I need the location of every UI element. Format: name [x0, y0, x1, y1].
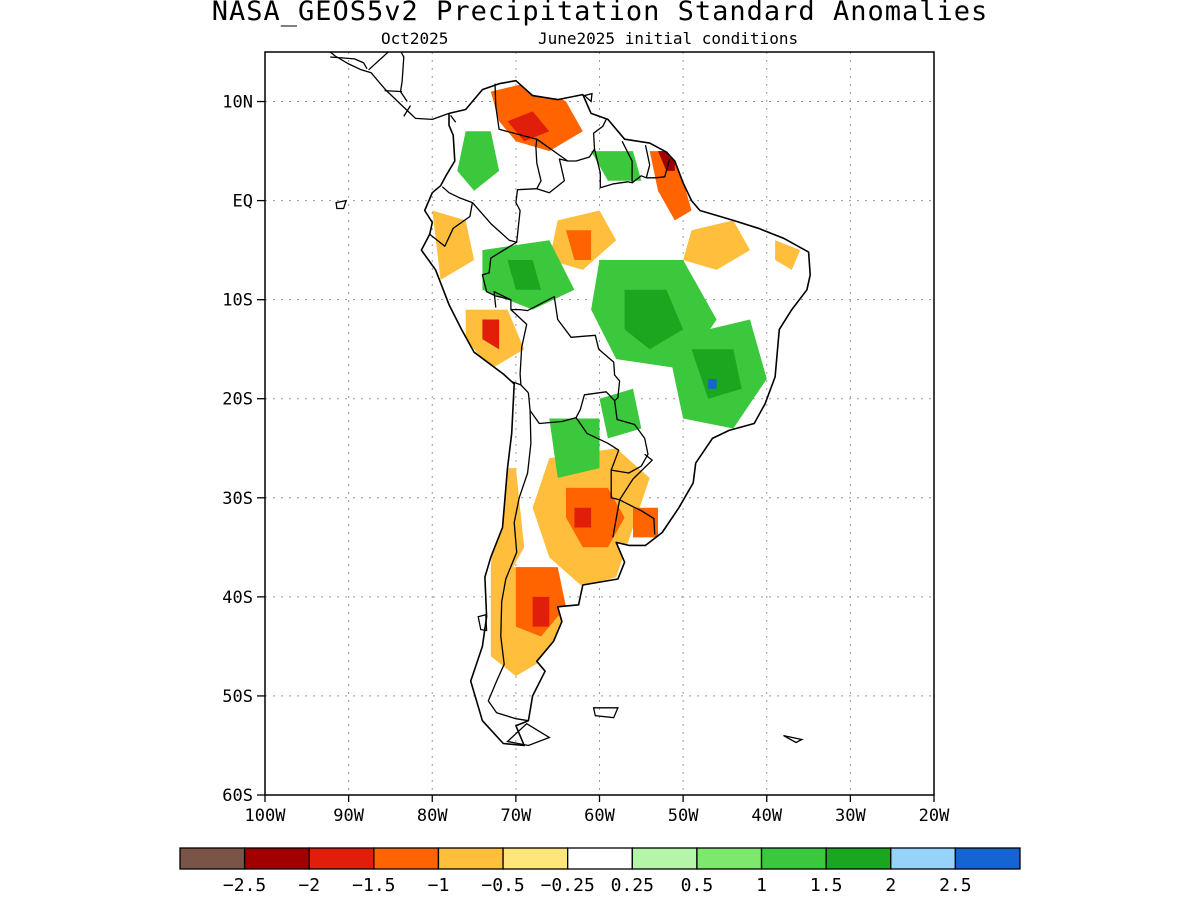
colorbar-swatch	[631, 847, 698, 870]
lon-tick-label: 90W	[333, 806, 364, 826]
lat-tick-label: 50S	[222, 687, 253, 707]
colorbar-label: 2.5	[939, 875, 972, 896]
map-title: NASA_GEOS5v2 Precipitation Standard Anom…	[211, 0, 989, 27]
country-border	[399, 52, 408, 102]
colorbar-swatch	[437, 847, 504, 870]
colorbar-swatch	[373, 847, 440, 870]
anomaly-region	[574, 507, 592, 528]
lat-tick-label: 10N	[222, 93, 253, 113]
island-outline	[477, 613, 488, 632]
lon-tick-label: 20W	[919, 806, 950, 826]
initial-conditions-label: June2025 initial conditions	[538, 29, 799, 48]
anomaly-region	[691, 349, 742, 399]
anomaly-region	[549, 418, 600, 478]
colorbar-swatch	[567, 847, 633, 870]
anomaly-region	[599, 388, 642, 439]
lon-tick-label: 80W	[417, 806, 448, 826]
anomaly-region	[457, 131, 500, 191]
country-border	[450, 115, 457, 123]
valid-month-label: Oct2025	[381, 29, 449, 48]
country-border	[510, 296, 621, 402]
country-border	[384, 89, 403, 93]
colorbar-label: −2	[298, 875, 320, 896]
country-border	[593, 140, 633, 189]
anomaly-region	[708, 378, 717, 389]
country-border	[441, 83, 542, 243]
country-border	[536, 119, 607, 162]
colorbar-swatch	[243, 847, 310, 870]
colorbar-label: 0.25	[611, 875, 654, 896]
colorbar: −2.5 −2 −1.5 −1 −0.5 −0.25 0.25 0.5 1 1.5 2 2.5	[179, 847, 1021, 896]
anomaly-region	[633, 507, 658, 538]
country-border	[330, 56, 368, 70]
country-border	[536, 158, 568, 194]
colorbar-swatch	[890, 847, 957, 870]
anomaly-region	[775, 240, 801, 270]
anomaly-region	[566, 230, 592, 260]
colorbar-swatch	[696, 847, 763, 870]
lat-tick-label: EQ	[233, 192, 253, 212]
country-border	[493, 291, 512, 308]
anomaly-region	[532, 596, 550, 627]
lon-tick-label: 100W	[245, 806, 287, 826]
country-border	[403, 105, 412, 117]
lat-tick-label: 30S	[222, 489, 253, 509]
lat-tick-label: 40S	[222, 588, 253, 608]
island-outline	[583, 92, 593, 103]
anomaly-region	[432, 210, 475, 280]
colorbar-swatch	[825, 847, 892, 870]
lon-tick-label: 40W	[751, 806, 782, 826]
colorbar-label: 1.5	[810, 875, 843, 896]
colorbar-swatch	[502, 847, 569, 870]
anomaly-shading	[432, 81, 801, 677]
colorbar-swatch	[954, 847, 1021, 870]
country-border	[619, 499, 656, 535]
country-border	[646, 158, 671, 179]
country-border	[575, 400, 649, 474]
colorbar-label: −0.25	[541, 875, 595, 896]
colorbar-label: 0.5	[681, 875, 714, 896]
island-outline	[592, 707, 619, 719]
colorbar-swatch	[760, 847, 827, 870]
anomaly-region	[482, 319, 500, 350]
anomaly-region	[507, 260, 541, 290]
lon-tick-label: 60W	[584, 806, 615, 826]
colorbar-label: −1	[428, 875, 450, 896]
island-outline	[506, 722, 551, 747]
anomaly-region	[566, 487, 625, 548]
colorbar-label: 2	[885, 875, 896, 896]
island-outline	[335, 199, 348, 210]
lon-tick-label: 30W	[835, 806, 866, 826]
anomaly-region	[649, 151, 692, 221]
lon-tick-label: 70W	[501, 806, 532, 826]
anomaly-region	[490, 468, 525, 578]
country-border	[487, 410, 532, 722]
country-border	[429, 202, 474, 247]
country-border	[368, 52, 390, 71]
anomaly-region	[683, 220, 750, 270]
coastlines-and-borders	[329, 52, 812, 747]
country-border	[619, 453, 653, 501]
colorbar-label: −0.5	[481, 875, 524, 896]
colorbar-label: 1	[756, 875, 767, 896]
lat-tick-label: 60S	[222, 786, 253, 806]
anomaly-region	[591, 151, 642, 181]
lon-tick-label: 50W	[668, 806, 699, 826]
lat-tick-label: 20S	[222, 390, 253, 410]
lat-tick-label: 10S	[222, 291, 253, 311]
country-border	[329, 52, 450, 121]
colorbar-label: −2.5	[223, 875, 266, 896]
coastline	[420, 79, 812, 747]
island-outline	[783, 734, 804, 744]
anomaly-region	[624, 289, 684, 350]
colorbar-label: −1.5	[352, 875, 395, 896]
colorbar-swatch	[308, 847, 375, 870]
country-border	[512, 381, 522, 386]
colorbar-swatch	[179, 847, 246, 870]
